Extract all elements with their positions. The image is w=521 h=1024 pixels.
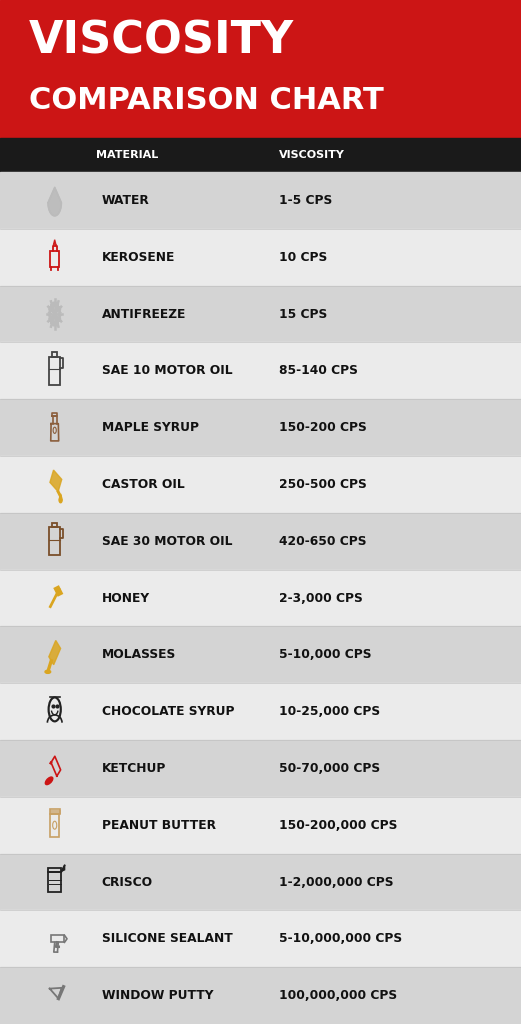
Text: 10-25,000 CPS: 10-25,000 CPS bbox=[279, 706, 380, 718]
Text: CHOCOLATE SYRUP: CHOCOLATE SYRUP bbox=[102, 706, 234, 718]
Text: HONEY: HONEY bbox=[102, 592, 150, 604]
Bar bbox=[48, 867, 61, 872]
Bar bbox=[0, 228, 521, 286]
Bar bbox=[50, 814, 59, 837]
Text: WINDOW PUTTY: WINDOW PUTTY bbox=[102, 989, 213, 1002]
Polygon shape bbox=[53, 240, 56, 246]
Bar bbox=[0, 456, 521, 513]
Bar bbox=[0, 797, 521, 854]
Bar bbox=[49, 527, 60, 555]
Bar bbox=[0, 627, 521, 683]
Text: 5-10,000,000 CPS: 5-10,000,000 CPS bbox=[279, 932, 402, 945]
Text: 10 CPS: 10 CPS bbox=[279, 251, 327, 264]
Text: SAE 10 MOTOR OIL: SAE 10 MOTOR OIL bbox=[102, 365, 232, 377]
Polygon shape bbox=[61, 865, 65, 871]
Bar bbox=[0, 854, 521, 910]
Bar bbox=[51, 251, 59, 267]
Bar bbox=[51, 935, 65, 942]
Text: VISCOSITY: VISCOSITY bbox=[29, 20, 294, 62]
Text: 5-10,000 CPS: 5-10,000 CPS bbox=[279, 648, 371, 662]
Text: 15 CPS: 15 CPS bbox=[279, 307, 327, 321]
Text: CRISCO: CRISCO bbox=[102, 876, 153, 889]
Text: ANTIFREEZE: ANTIFREEZE bbox=[102, 307, 186, 321]
Bar bbox=[0, 138, 521, 172]
Bar bbox=[52, 352, 57, 357]
Polygon shape bbox=[59, 494, 62, 503]
Bar bbox=[0, 683, 521, 740]
Polygon shape bbox=[50, 470, 61, 492]
Bar bbox=[52, 522, 57, 527]
Polygon shape bbox=[48, 187, 61, 216]
Bar bbox=[0, 968, 521, 1024]
Bar bbox=[0, 399, 521, 456]
Bar bbox=[0, 342, 521, 399]
Text: 1-2,000,000 CPS: 1-2,000,000 CPS bbox=[279, 876, 393, 889]
Text: 420-650 CPS: 420-650 CPS bbox=[279, 535, 366, 548]
Text: CASTOR OIL: CASTOR OIL bbox=[102, 478, 184, 490]
Ellipse shape bbox=[45, 777, 53, 784]
Text: 2-3,000 CPS: 2-3,000 CPS bbox=[279, 592, 363, 604]
Bar bbox=[48, 872, 61, 892]
Bar bbox=[0, 513, 521, 569]
Bar bbox=[49, 809, 60, 814]
Bar bbox=[49, 357, 60, 385]
Text: MATERIAL: MATERIAL bbox=[96, 151, 158, 160]
Text: 150-200 CPS: 150-200 CPS bbox=[279, 421, 366, 434]
Bar bbox=[0, 910, 521, 968]
Bar bbox=[0, 0, 521, 138]
Text: 50-70,000 CPS: 50-70,000 CPS bbox=[279, 762, 380, 775]
Bar bbox=[0, 740, 521, 797]
Text: 100,000,000 CPS: 100,000,000 CPS bbox=[279, 989, 397, 1002]
Text: 1-5 CPS: 1-5 CPS bbox=[279, 194, 332, 207]
Text: 85-140 CPS: 85-140 CPS bbox=[279, 365, 357, 377]
Text: 250-500 CPS: 250-500 CPS bbox=[279, 478, 366, 490]
Text: PEANUT BUTTER: PEANUT BUTTER bbox=[102, 819, 216, 831]
Text: MOLASSES: MOLASSES bbox=[102, 648, 176, 662]
Bar bbox=[0, 569, 521, 627]
Text: COMPARISON CHART: COMPARISON CHART bbox=[29, 86, 383, 116]
Text: SAE 30 MOTOR OIL: SAE 30 MOTOR OIL bbox=[102, 535, 232, 548]
Text: VISCOSITY: VISCOSITY bbox=[279, 151, 344, 160]
Text: KEROSENE: KEROSENE bbox=[102, 251, 175, 264]
Ellipse shape bbox=[45, 671, 51, 674]
Text: SILICONE SEALANT: SILICONE SEALANT bbox=[102, 932, 232, 945]
Text: KETCHUP: KETCHUP bbox=[102, 762, 166, 775]
Text: MAPLE SYRUP: MAPLE SYRUP bbox=[102, 421, 199, 434]
Bar bbox=[0, 172, 521, 228]
Polygon shape bbox=[49, 640, 60, 665]
Text: WATER: WATER bbox=[102, 194, 150, 207]
Bar bbox=[0, 286, 521, 342]
Text: 150-200,000 CPS: 150-200,000 CPS bbox=[279, 819, 397, 831]
